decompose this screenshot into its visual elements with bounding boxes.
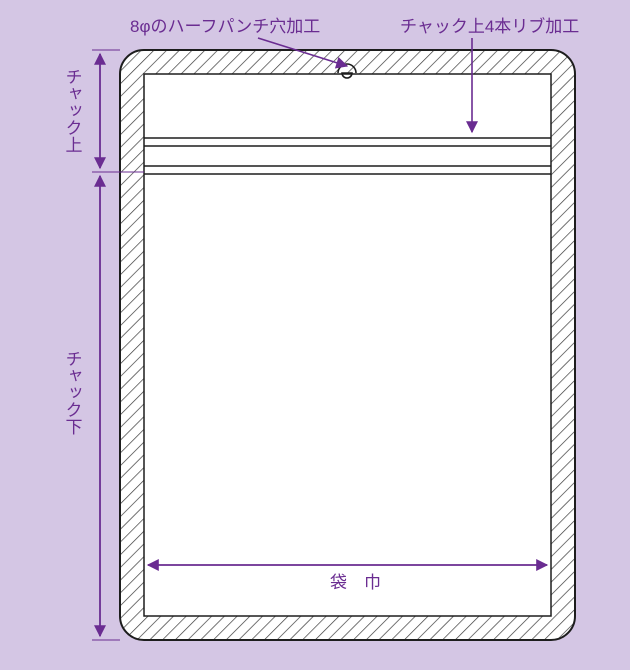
- bag-diagram: 8φのハーフパンチ穴加工 チャック上4本リブ加工 チャック上 チャック下 袋 巾: [0, 0, 630, 670]
- punch-label: 8φのハーフパンチ穴加工: [130, 17, 320, 36]
- bag-interior: [144, 74, 551, 616]
- zipper-top-label: チャック上: [63, 68, 83, 153]
- bag-width-label: 袋 巾: [330, 573, 381, 592]
- rib-label: チャック上4本リブ加工: [400, 16, 579, 36]
- diagram-canvas: 8φのハーフパンチ穴加工 チャック上4本リブ加工 チャック上 チャック下 袋 巾: [0, 0, 630, 670]
- zipper-bottom-label: チャック下: [63, 350, 83, 435]
- bag: [120, 50, 575, 640]
